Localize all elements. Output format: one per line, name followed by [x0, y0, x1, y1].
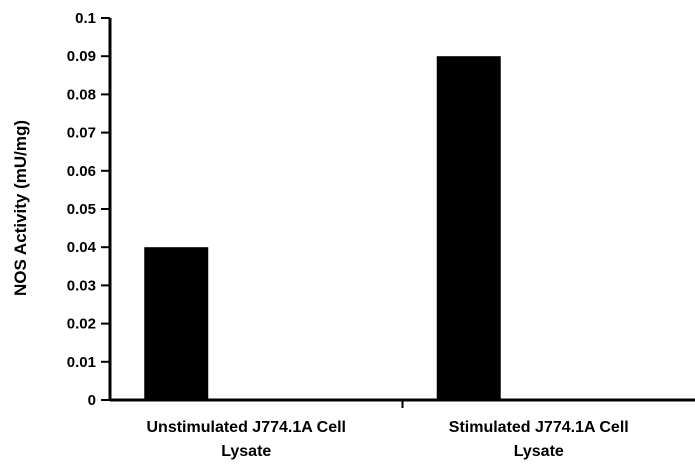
y-tick-label: 0.08 [67, 86, 96, 103]
bars-group [144, 56, 501, 400]
bar-1 [436, 56, 501, 400]
x-category-label: Unstimulated J774.1A Cell [147, 419, 346, 436]
x-category-label: Lysate [221, 443, 271, 460]
x-category-label: Lysate [514, 443, 564, 460]
y-ticks-group: 0 0.01 0.02 0.03 0.04 0.05 0.06 0.07 0.08 0.09 0.1 [67, 10, 110, 409]
y-tick-label: 0.05 [67, 201, 96, 218]
y-tick-label: 0.09 [67, 48, 96, 65]
y-tick-label: 0.07 [67, 125, 96, 142]
x-labels-group: Unstimulated J774.1A Cell Lysate Stimulate… [147, 419, 629, 460]
y-tick-label: 0.1 [75, 10, 96, 27]
y-tick-label: 0.04 [67, 239, 97, 256]
y-tick-label: 0.06 [67, 163, 96, 180]
x-category-label: Stimulated J774.1A Cell [449, 419, 629, 436]
y-tick-label: 0.01 [67, 354, 96, 371]
bar-0 [144, 247, 209, 400]
y-tick-label: 0.02 [67, 316, 96, 333]
y-tick-label: 0.03 [67, 277, 96, 294]
y-axis-title: NOS Activity (mU/mg) [11, 120, 30, 296]
y-tick-label: 0 [88, 392, 96, 409]
